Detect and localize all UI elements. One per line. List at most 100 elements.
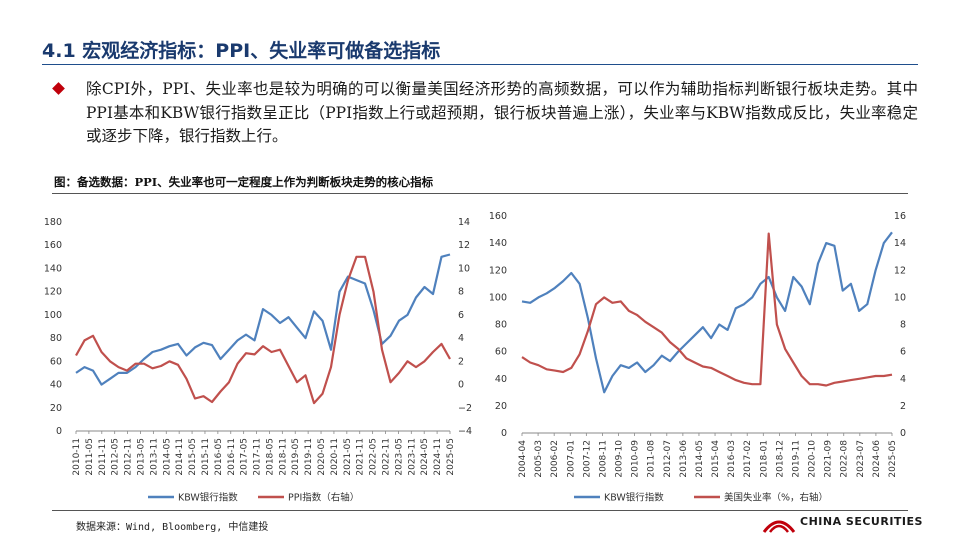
y-left-tick-label: 160: [44, 240, 62, 251]
x-tick-label: 2015-04: [711, 440, 721, 478]
y-left-tick-label: 40: [495, 374, 507, 385]
x-tick-label: 2012-05: [111, 438, 121, 476]
y-left-tick-label: 60: [495, 347, 507, 358]
logo-mark-icon: [762, 520, 796, 533]
x-tick-label: 2023-11: [407, 438, 417, 476]
title-divider: [42, 64, 918, 65]
body-paragraph: 除CPI外，PPI、失业率也是较为明确的可以衡量美国经济形势的高频数据，可以作为…: [86, 80, 918, 145]
x-tick-label: 2010-11: [72, 438, 82, 476]
x-tick-label: 2016-11: [227, 438, 237, 476]
legend-label: KBW银行指数: [604, 492, 664, 504]
x-tick-label: 2014-05: [162, 438, 172, 476]
x-tick-label: 2022-05: [369, 438, 379, 476]
y-left-tick-label: 120: [489, 265, 507, 276]
y-right-tick-label: 12: [894, 265, 906, 276]
series-line-ppi: [75, 255, 451, 405]
y-left-tick-label: 120: [44, 287, 62, 298]
x-tick-label: 2019-11: [304, 438, 314, 476]
y-right-tick-label: 6: [458, 310, 464, 321]
legend-label: KBW银行指数: [178, 492, 238, 504]
x-tick-label: 2017-11: [253, 438, 263, 476]
x-tick-label: 2007-01: [566, 440, 576, 478]
x-tick-label: 2021-05: [343, 438, 353, 476]
y-right-tick-label: 14: [894, 238, 906, 249]
x-tick-label: 2013-06: [679, 440, 689, 478]
page-title: 4.1 宏观经济指标：PPI、失业率可做备选指标: [42, 40, 441, 62]
y-left-tick-label: 20: [495, 401, 507, 412]
y-left-tick-label: 40: [50, 380, 62, 391]
x-tick-label: 2025-05: [446, 438, 456, 476]
x-tick-label: 2020-05: [317, 438, 327, 476]
y-right-tick-label: 4: [900, 374, 906, 385]
y-right-tick-label: 2: [458, 356, 464, 367]
x-tick-label: 2019-05: [291, 438, 301, 476]
y-left-tick-label: 0: [56, 426, 62, 437]
x-tick-label: 2016-03: [727, 440, 737, 478]
ppi-kbw-chart: 0 20 40 60 80 100 120 140 160 180 −4 −2 0 2 4 6 8 10 12 14 2…: [44, 217, 472, 504]
y-right-tick-label: 2: [900, 401, 906, 412]
x-tick-label: 2020-10: [808, 440, 818, 478]
x-tick-label: 2018-12: [775, 440, 785, 478]
x-tick-label: 2019-11: [791, 440, 801, 478]
y-left-tick-label: 0: [501, 428, 507, 439]
x-tick-label: 2021-09: [824, 440, 834, 478]
x-tick-label: 2021-11: [356, 438, 366, 476]
x-tick-label: 2011-11: [98, 438, 108, 476]
x-tick-label: 2005-03: [534, 440, 544, 478]
x-tick-label: 2023-05: [394, 438, 404, 476]
y-right-tick-label: 12: [458, 240, 470, 251]
x-tick-label: 2013-11: [149, 438, 159, 476]
x-tick-label: 2014-11: [175, 438, 185, 476]
source-note: 数据来源：Wind, Bloomberg, 中信建投: [76, 522, 269, 533]
x-tick-label: 2008-11: [598, 440, 608, 478]
y-right-tick-label: 6: [900, 347, 906, 358]
x-tick-label: 2007-12: [582, 440, 592, 478]
x-tick-label: 2004-04: [518, 440, 528, 478]
y-right-tick-label: −4: [458, 426, 472, 437]
china-securities-logo: CHINA SECURITIES: [762, 512, 922, 536]
legend-label: 美国失业率（%，右轴）: [724, 492, 828, 504]
y-left-tick-label: 140: [44, 263, 62, 274]
x-tick-label: 2014-05: [695, 440, 705, 478]
x-tick-label: 2022-11: [382, 438, 392, 476]
x-tick-label: 2023-07: [856, 440, 866, 478]
x-tick-label: 2011-08: [647, 440, 657, 478]
y-left-tick-label: 20: [50, 403, 62, 414]
y-left-tick-label: 100: [44, 310, 62, 321]
x-tick-label: 2020-11: [330, 438, 340, 476]
x-tick-label: 2015-11: [201, 438, 211, 476]
series-line-unemployment: [521, 232, 893, 387]
y-right-tick-label: 0: [900, 428, 906, 439]
y-right-tick-label: 14: [458, 217, 470, 228]
x-tick-label: 2012-07: [663, 440, 673, 478]
y-right-tick-label: 16: [894, 211, 906, 222]
x-tick-label: 2010-09: [631, 440, 641, 478]
y-left-tick-label: 140: [489, 238, 507, 249]
x-tick-label: 2025-05: [888, 440, 898, 478]
logo-text: CHINA SECURITIES: [800, 515, 923, 528]
x-tick-label: 2006-02: [550, 440, 560, 478]
x-tick-label: 2024-05: [420, 438, 430, 476]
y-right-tick-label: 4: [458, 333, 464, 344]
x-tick-label: 2016-05: [214, 438, 224, 476]
diamond-bullet-icon: [52, 82, 65, 95]
y-right-tick-label: 8: [458, 287, 464, 298]
y-right-tick-label: 10: [894, 292, 906, 303]
x-tick-label: 2022-08: [840, 440, 850, 478]
x-tick-label: 2011-05: [85, 438, 95, 476]
figure-title: 图：备选数据：PPI、失业率也可一定程度上作为判断板块走势的核心指标: [54, 175, 434, 189]
y-right-tick-label: −2: [458, 403, 472, 414]
y-left-tick-label: 80: [495, 320, 507, 331]
x-tick-label: 2017-05: [240, 438, 250, 476]
y-left-tick-label: 80: [50, 333, 62, 344]
figure-bottom-rule: [52, 510, 908, 511]
figure-top-rule: [52, 193, 908, 194]
x-tick-label: 2017-02: [743, 440, 753, 478]
x-tick-label: 2024-06: [872, 440, 882, 478]
x-tick-label: 2012-11: [124, 438, 134, 476]
x-tick-label: 2018-01: [759, 440, 769, 478]
x-tick-label: 2024-11: [433, 438, 443, 476]
y-right-tick-label: 0: [458, 380, 464, 391]
x-tick-label: 2018-11: [278, 438, 288, 476]
x-tick-label: 2013-05: [136, 438, 146, 476]
